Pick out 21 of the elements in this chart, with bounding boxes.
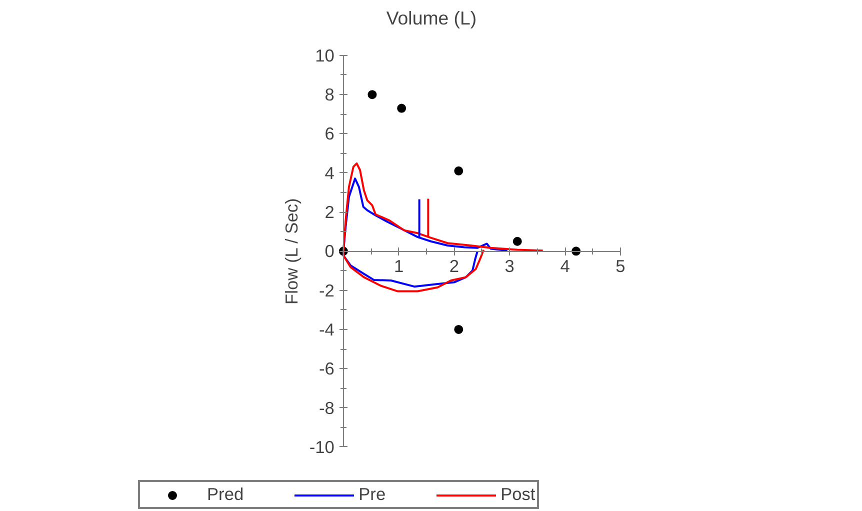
- y-tick-label: 2: [324, 202, 334, 222]
- y-tick-label: -2: [319, 280, 334, 300]
- y-tick-label: -8: [319, 398, 334, 418]
- y-tick-label: -10: [309, 436, 334, 457]
- y-tick-label: 6: [324, 124, 334, 144]
- x-tick-label: 4: [560, 256, 570, 276]
- y-tick-label: -6: [319, 358, 334, 379]
- x-axis-title: Volume (L): [386, 8, 477, 28]
- x-tick-label: 3: [504, 256, 514, 276]
- legend-label: Post: [500, 484, 536, 505]
- x-tick-label: 5: [616, 256, 626, 276]
- y-tick-label: 10: [315, 45, 334, 66]
- y-tick-label: 8: [324, 84, 334, 105]
- y-tick-label: 0: [324, 241, 334, 262]
- y-tick-label: 4: [324, 162, 335, 183]
- y-axis-title: Flow (L / Sec): [281, 198, 302, 304]
- x-tick-label: 1: [394, 256, 404, 276]
- x-tick-label: 2: [449, 256, 460, 276]
- y-tick-label: -4: [319, 319, 335, 340]
- legend-label: Pred: [207, 484, 244, 505]
- legend-label: Pre: [358, 484, 386, 505]
